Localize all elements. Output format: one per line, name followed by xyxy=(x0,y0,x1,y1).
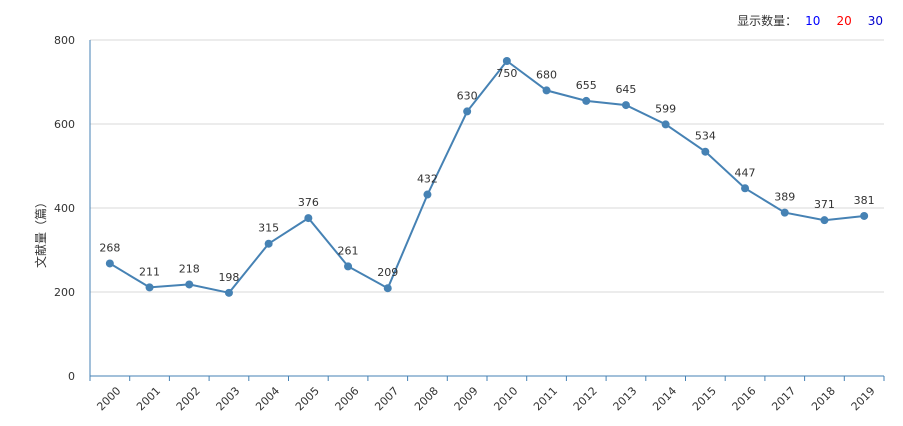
x-tick-label: 2000 xyxy=(94,384,123,413)
data-point xyxy=(264,239,273,248)
x-tick-label: 2007 xyxy=(372,384,401,413)
data-point xyxy=(304,214,313,223)
data-point xyxy=(463,107,472,116)
x-tick-label: 2002 xyxy=(174,384,203,413)
y-tick-label: 800 xyxy=(54,34,75,47)
data-point xyxy=(344,262,353,271)
grid-lines xyxy=(90,39,884,293)
y-tick-labels: 0 200 400 600 800 xyxy=(54,34,75,383)
data-label: 198 xyxy=(218,271,239,284)
x-tick-label: 2005 xyxy=(293,384,322,413)
x-tick-label: 2001 xyxy=(134,384,163,413)
data-point xyxy=(502,57,511,65)
y-tick-label: 400 xyxy=(54,202,75,215)
display-count-label: 显示数量： xyxy=(737,14,798,28)
data-point xyxy=(820,216,829,225)
data-label: 211 xyxy=(139,265,160,278)
data-label: 645 xyxy=(615,83,636,96)
data-label: 389 xyxy=(774,191,795,204)
x-tick-label: 2018 xyxy=(809,384,838,413)
data-point xyxy=(542,86,551,95)
data-point xyxy=(105,259,114,268)
axes xyxy=(89,40,885,381)
data-label: 261 xyxy=(338,244,359,257)
data-point xyxy=(661,120,670,129)
data-label: 655 xyxy=(576,79,597,92)
data-label: 447 xyxy=(735,166,756,179)
data-label: 376 xyxy=(298,196,319,209)
data-label: 315 xyxy=(258,222,279,235)
x-tick-labels: 2000 2001 2002 2003 2004 2005 2006 2007 2008 2009… xyxy=(94,384,877,413)
display-count-10[interactable]: 10 xyxy=(805,13,821,28)
x-tick-label: 2013 xyxy=(611,384,640,413)
data-label: 680 xyxy=(536,68,557,81)
x-tick-label: 2012 xyxy=(571,384,600,413)
x-tick-label: 2004 xyxy=(253,384,282,413)
x-tick-label: 2003 xyxy=(214,384,243,413)
x-tick-label: 2010 xyxy=(491,384,520,413)
data-label: 534 xyxy=(695,130,716,143)
y-tick-label: 600 xyxy=(54,118,75,131)
data-label: 218 xyxy=(179,262,200,275)
data-label: 381 xyxy=(854,194,875,207)
display-count-20[interactable]: 20 xyxy=(836,13,852,28)
x-tick-label: 2014 xyxy=(650,384,679,413)
data-point xyxy=(423,190,432,199)
data-point xyxy=(224,288,233,297)
x-tick-label: 2006 xyxy=(333,384,362,413)
data-points xyxy=(105,57,869,297)
display-count-toolbar: 显示数量： 10 20 30 xyxy=(737,12,883,29)
x-tick-label: 2019 xyxy=(849,384,878,413)
data-point xyxy=(185,280,194,289)
data-point xyxy=(621,101,630,110)
x-tick-label: 2016 xyxy=(730,384,759,413)
y-axis-title: 文献量（篇） xyxy=(33,196,48,268)
display-count-30[interactable]: 30 xyxy=(867,13,883,28)
x-tick-label: 2008 xyxy=(412,384,441,413)
series-line xyxy=(109,59,865,294)
data-label: 599 xyxy=(655,102,676,115)
y-tick-label: 200 xyxy=(54,286,75,299)
data-label: 432 xyxy=(417,173,438,186)
y-tick-label: 0 xyxy=(68,370,75,383)
data-point xyxy=(383,284,392,293)
data-label: 371 xyxy=(814,198,835,211)
data-point xyxy=(701,147,710,156)
data-label: 209 xyxy=(377,266,398,279)
data-label: 268 xyxy=(99,241,120,254)
x-tick-label: 2015 xyxy=(690,384,719,413)
data-point xyxy=(741,184,750,193)
data-point xyxy=(780,208,789,217)
data-labels: 268 211 218 198 315 376 261 209 432 630 750 680 655 6… xyxy=(99,67,874,284)
data-label: 630 xyxy=(457,89,478,102)
data-point xyxy=(582,96,591,105)
data-label: 750 xyxy=(496,67,517,80)
x-tick-label: 2011 xyxy=(531,384,560,413)
data-point xyxy=(145,283,154,292)
x-tick-label: 2017 xyxy=(769,384,798,413)
data-point xyxy=(860,211,869,220)
x-tick-label: 2009 xyxy=(452,384,481,413)
